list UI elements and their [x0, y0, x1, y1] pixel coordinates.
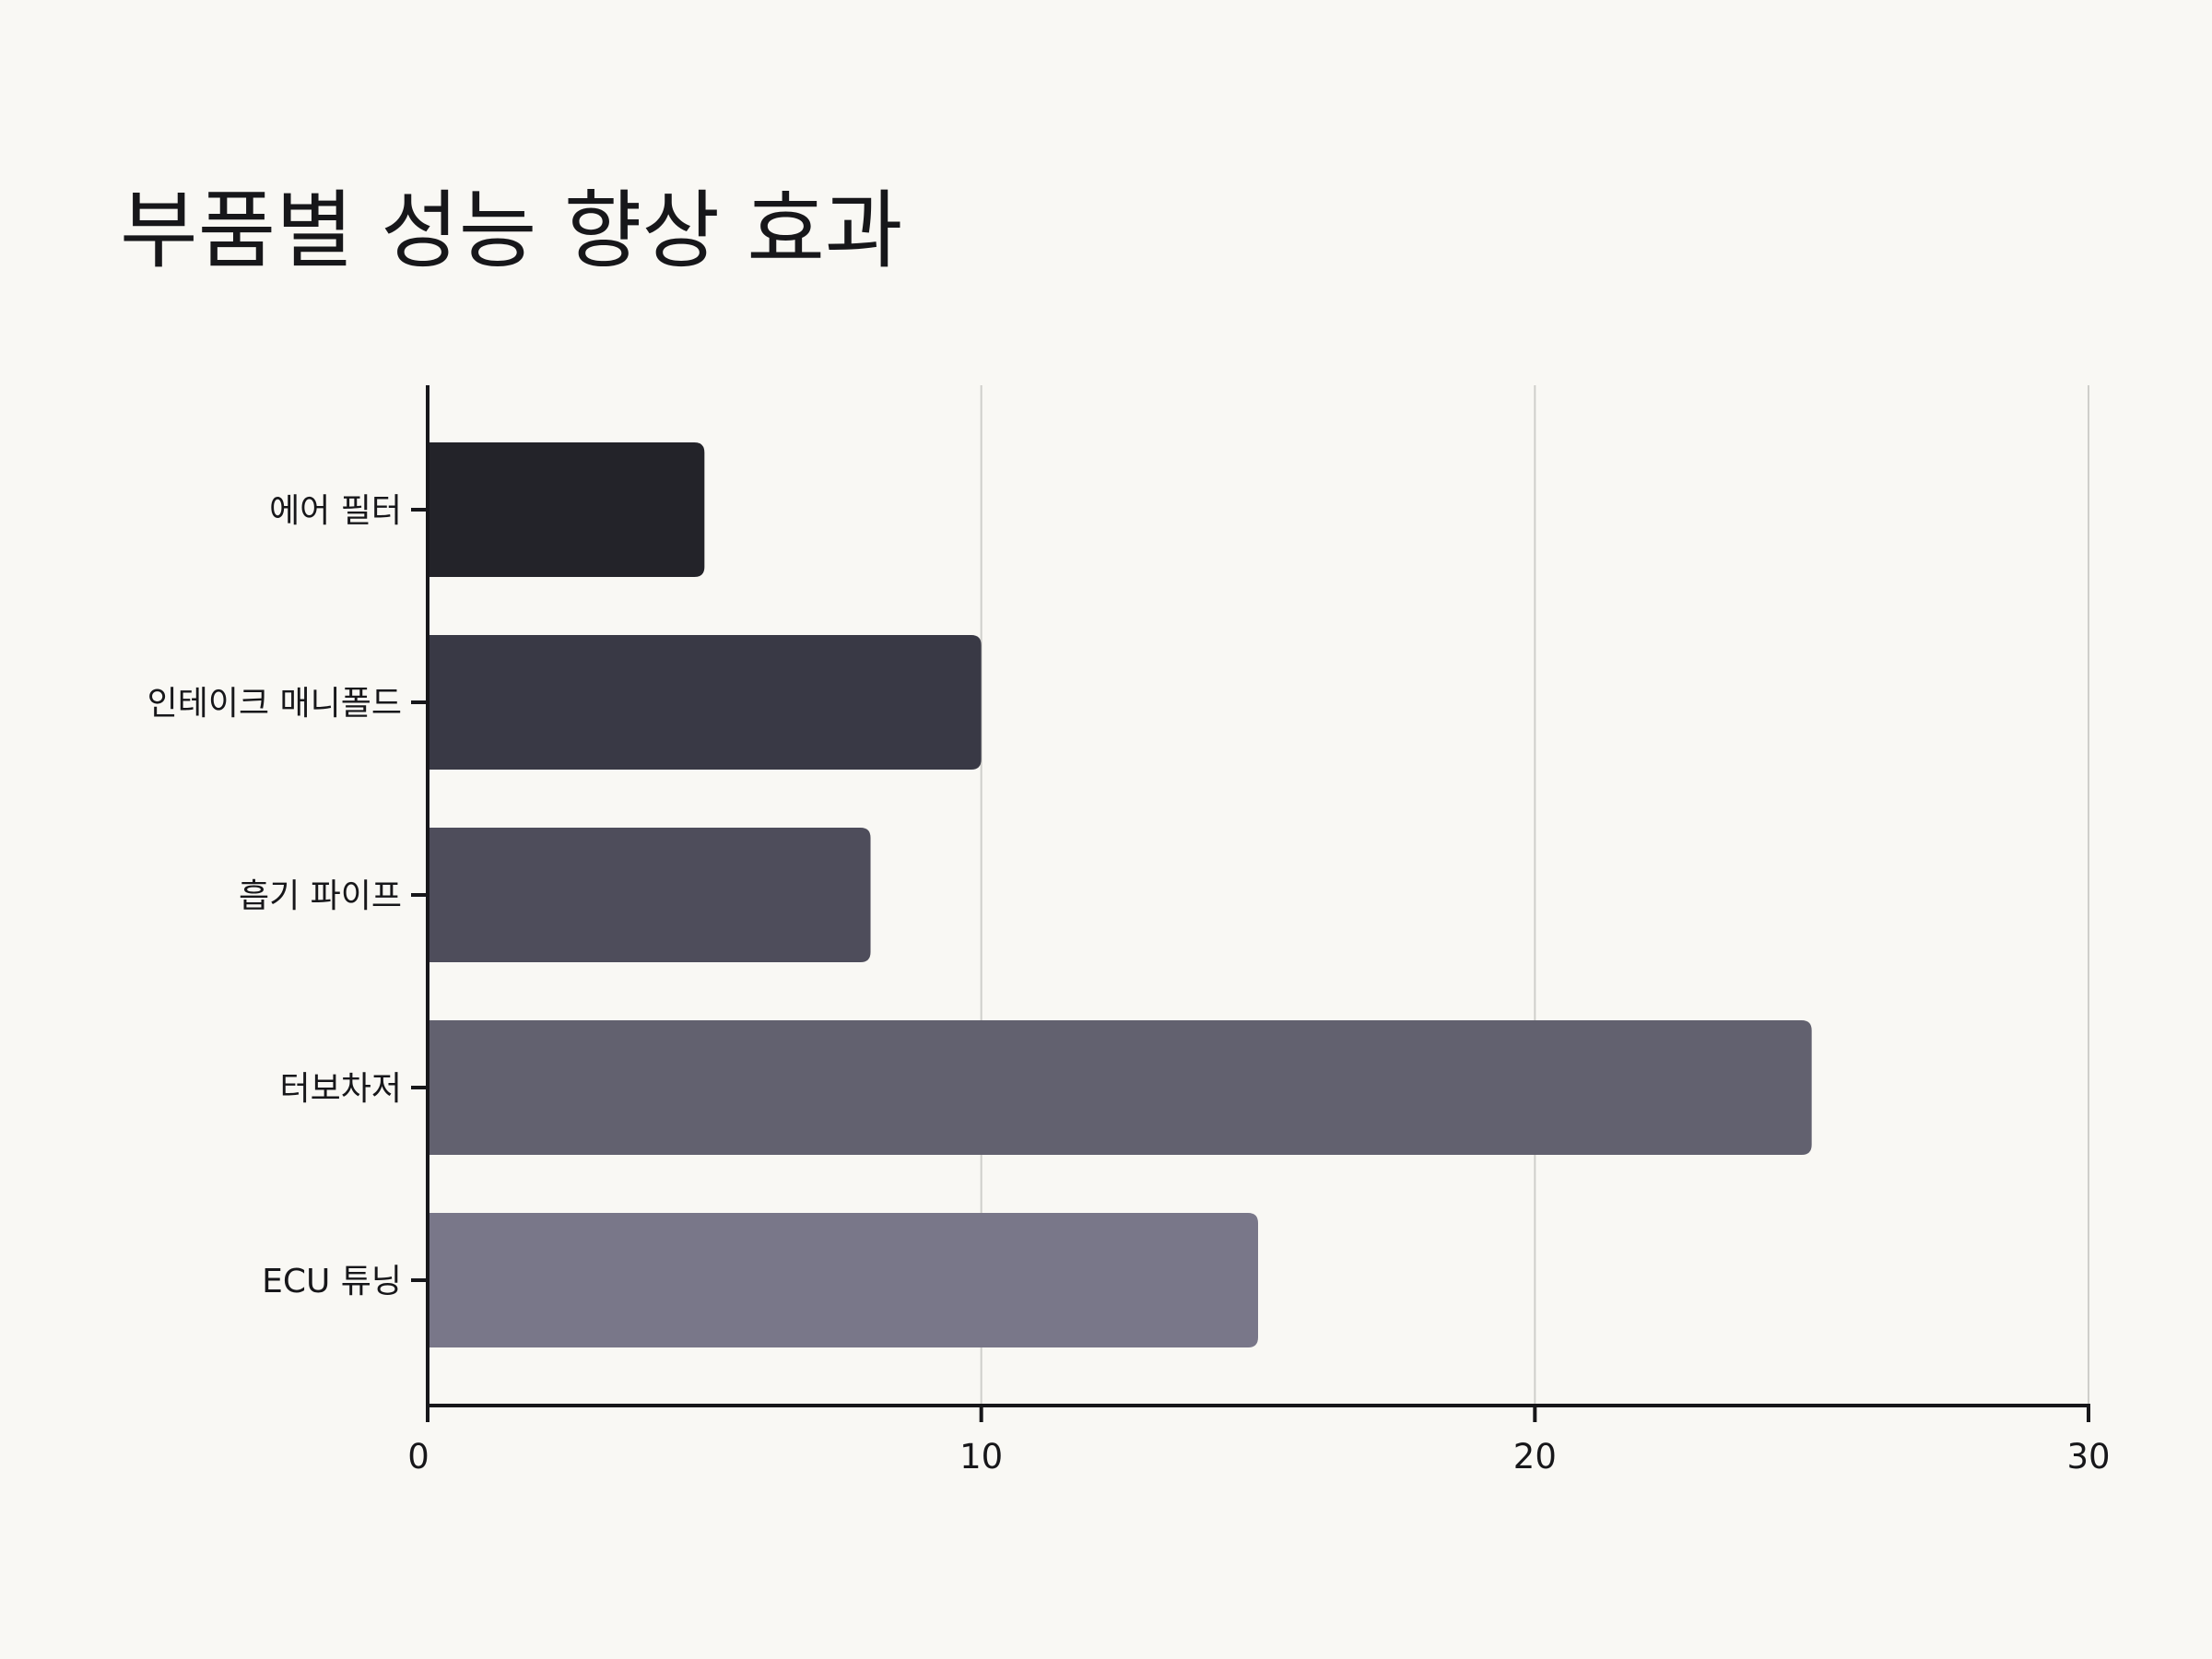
x-tick-label: 0 [407, 1437, 429, 1477]
bars [428, 442, 1812, 1347]
x-tick-label: 30 [2066, 1437, 2110, 1477]
category-label: 인테이크 매니폴드 [147, 685, 402, 723]
axes [411, 385, 2090, 1422]
bar [428, 635, 982, 770]
bar [428, 1020, 1812, 1155]
category-label: ECU 튜닝 [262, 1263, 402, 1300]
x-tick-label: 20 [1513, 1437, 1557, 1477]
bar-group [428, 442, 705, 577]
chart-title: 부품별 성능 향상 효과 [120, 182, 903, 280]
category-label: 에어 필터 [269, 492, 402, 530]
category-label: 흡기 파이프 [239, 877, 402, 915]
bar [428, 1213, 1258, 1347]
bar-group [428, 828, 871, 962]
bar-group [428, 1020, 1812, 1155]
bar-group [428, 635, 982, 770]
bar-group [428, 1213, 1258, 1347]
bar [428, 442, 705, 577]
x-tick-label: 10 [959, 1437, 1003, 1477]
category-label: 터보차저 [280, 1070, 402, 1108]
bar [428, 828, 871, 962]
